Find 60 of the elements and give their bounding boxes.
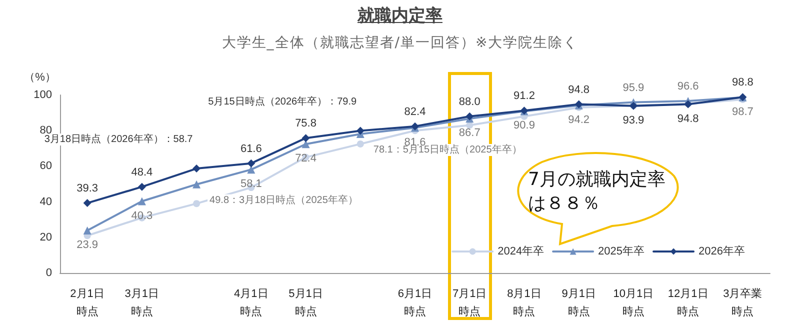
data-label: 23.9 <box>76 238 98 251</box>
x-tick-label: 12月1日時点 <box>668 288 708 318</box>
data-label: 5月15日時点（2026年卒）：79.9 <box>208 95 358 108</box>
data-label: 61.6 <box>240 142 262 155</box>
data-label: 98.7 <box>732 106 754 118</box>
y-axis-title: （%） <box>24 72 56 84</box>
point <box>83 199 92 208</box>
x-tick-label: 10月1日時点 <box>613 288 654 318</box>
legend-label: 2025年卒 <box>598 244 645 258</box>
data-label: 93.9 <box>622 114 644 126</box>
point <box>466 112 474 120</box>
point <box>356 140 364 148</box>
x-tick-label: 3月1日時点 <box>124 288 160 318</box>
y-tick-label: 40 <box>40 196 52 208</box>
point <box>138 182 146 191</box>
data-label: 98.8 <box>732 76 754 89</box>
y-tick-label: 0 <box>46 267 52 279</box>
data-label: 96.6 <box>677 80 699 93</box>
data-label: 91.2 <box>514 90 535 102</box>
y-tick-label: 60 <box>40 160 52 172</box>
data-label: 58.1 <box>240 178 262 190</box>
data-label: 39.3 <box>76 182 98 195</box>
chart-subtitle: 大学生_全体（就職志望者/単一回答）※大学院生除く <box>220 34 580 52</box>
point <box>356 126 364 135</box>
legend-label: 2024年卒 <box>498 244 544 258</box>
data-label: 49.8：3月18日時点（2025年卒） <box>210 194 358 206</box>
point <box>302 134 310 142</box>
data-label: 86.7 <box>458 127 480 140</box>
data-label: 3月18日時点（2026年卒）：58.7 <box>44 133 194 146</box>
point <box>193 200 200 208</box>
x-tick-label: 9月1日時点 <box>562 288 596 318</box>
point <box>192 164 201 173</box>
x-tick-label: 6月1日時点 <box>398 288 432 318</box>
y-tick-label: 20 <box>40 231 52 244</box>
x-tick-label: 2月1日時点 <box>70 288 104 318</box>
x-tick-label: 8月1日時点 <box>507 288 542 318</box>
data-label: 94.8 <box>677 112 699 125</box>
data-label: 48.4 <box>131 166 153 178</box>
data-label: 40.3 <box>131 210 153 222</box>
point <box>192 180 201 188</box>
point <box>138 197 146 206</box>
legend-label: 2026年卒 <box>698 244 746 258</box>
x-tick-label: 4月1日時点 <box>234 288 268 318</box>
point <box>83 226 92 234</box>
x-tick-label: 5月1日時点 <box>288 288 323 318</box>
x-tick-label: 3月卒業時点 <box>723 287 762 318</box>
chart-title: 就職内定率 <box>356 5 444 27</box>
data-label: 94.8 <box>568 84 590 96</box>
data-label: 90.9 <box>514 120 535 132</box>
x-tick-label: 7月1日時点 <box>452 288 487 318</box>
data-label: 75.8 <box>295 118 316 130</box>
data-label: 94.2 <box>568 114 590 126</box>
point <box>247 166 256 174</box>
y-tick-label: 100 <box>34 89 52 101</box>
point <box>247 159 256 168</box>
data-label: 82.4 <box>404 106 426 118</box>
data-label: 72.4 <box>295 152 316 165</box>
data-label: 95.9 <box>622 82 644 94</box>
annotation: 7月の就職内定率は８８％ <box>528 168 666 216</box>
data-label: 88.0 <box>458 96 480 108</box>
